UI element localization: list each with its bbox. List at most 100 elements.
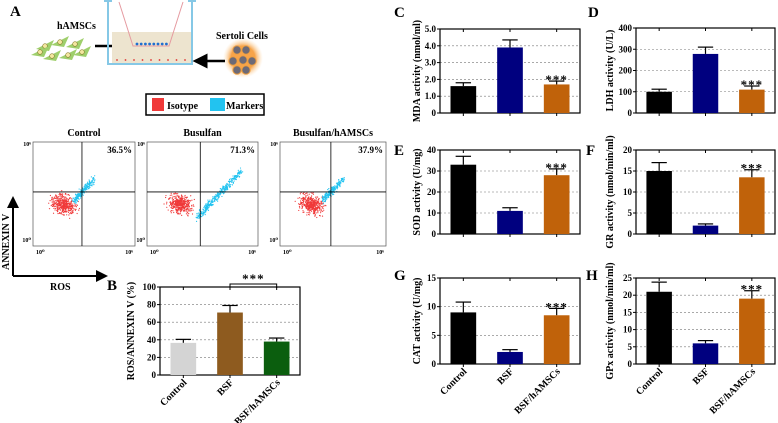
marker-dot xyxy=(329,189,331,192)
marker-dot xyxy=(225,184,227,186)
isotype-dot xyxy=(63,197,65,200)
marker-dot xyxy=(76,200,79,202)
marker-dot xyxy=(75,202,77,204)
y-tick-label: 5 xyxy=(432,330,437,340)
isotype-dot xyxy=(69,208,71,210)
isotype-dot xyxy=(58,203,60,205)
marker-dot xyxy=(209,200,211,202)
isotype-dot xyxy=(190,195,192,197)
marker-dot xyxy=(228,183,230,185)
isotype-dot xyxy=(181,198,183,201)
isotype-dot xyxy=(48,208,51,210)
marker-dot xyxy=(238,175,241,178)
marker-dot xyxy=(79,192,81,195)
marker-dot xyxy=(195,216,197,218)
isotype-dot xyxy=(66,207,68,209)
isotype-dot xyxy=(54,209,56,211)
sertoli-cell xyxy=(232,65,242,75)
isotype-dot xyxy=(170,206,172,209)
isotype-dot xyxy=(308,196,310,198)
marker-dot xyxy=(239,171,241,174)
isotype-dot xyxy=(298,209,300,212)
marker-dot xyxy=(212,199,214,201)
flow-plot: Busulfan 71.3% 10⁶ 10⁰ 10⁰ 10⁶ xyxy=(136,128,259,256)
isotype-dot xyxy=(52,200,54,202)
y-tick-label: 25 xyxy=(623,273,633,283)
isotype-dot xyxy=(175,207,177,209)
medium-fill xyxy=(112,32,192,63)
isotype-dot xyxy=(171,197,173,199)
isotype-dot xyxy=(312,213,315,215)
x-tick-max: 10⁶ xyxy=(248,250,256,256)
isotype-dot xyxy=(55,194,57,196)
y-tick-label: 40 xyxy=(427,145,437,155)
flow-plot-title: Busulfan/hAMSCs xyxy=(293,128,373,139)
legend-swatch-isotype xyxy=(152,98,164,111)
isotype-dot xyxy=(176,203,179,205)
bar xyxy=(646,171,672,234)
marker-dot xyxy=(85,186,87,188)
marker-dot xyxy=(327,189,329,191)
isotype-dot xyxy=(187,202,189,204)
panel-label-g: G xyxy=(394,268,406,284)
isotype-dot xyxy=(183,209,185,211)
marker-dot xyxy=(234,178,236,180)
isotype-dot xyxy=(187,208,189,210)
isotype-dot xyxy=(53,203,55,205)
isotype-dot xyxy=(304,201,307,203)
marker-dot xyxy=(87,185,89,188)
significance-stars: *** xyxy=(545,299,568,314)
panel-label-d: D xyxy=(588,5,599,21)
isotype-dot xyxy=(61,207,63,210)
isotype-dot xyxy=(62,207,65,209)
isotype-dot xyxy=(58,202,60,204)
isotype-dot xyxy=(65,203,67,205)
bar xyxy=(450,164,477,234)
marker-dot xyxy=(222,187,224,189)
isotype-dot xyxy=(185,213,188,215)
isotype-dot xyxy=(173,211,175,214)
quadrant-percent: 71.3% xyxy=(230,145,255,155)
marker-dot xyxy=(332,189,335,191)
marker-dot xyxy=(213,196,215,198)
isotype-dot xyxy=(180,205,182,207)
marker-dot xyxy=(200,216,202,218)
isotype-dot xyxy=(173,196,175,198)
isotype-dot xyxy=(314,199,317,201)
flow-plot: Control 36.5% 10⁶ 10⁰ 10⁰ 10⁶ xyxy=(22,128,136,256)
isotype-dot xyxy=(72,207,74,209)
marker-dot xyxy=(338,183,340,186)
isotype-dot xyxy=(180,201,182,203)
isotype-dot xyxy=(316,203,318,205)
isotype-dot xyxy=(51,199,53,201)
marker-dot xyxy=(240,169,242,171)
isotype-dot xyxy=(310,195,313,197)
marker-dot xyxy=(230,178,232,180)
isotype-dot xyxy=(305,205,307,208)
bottom-cell-dot xyxy=(184,59,186,61)
isotype-dot xyxy=(54,205,56,207)
isotype-dot xyxy=(309,212,311,214)
isotype-dot xyxy=(318,209,320,211)
marker-dot xyxy=(215,196,218,198)
marker-dot xyxy=(91,181,93,184)
bar-chart-b: B 0 20 40 60 80 100 ROS/ANNEXIN V (%) Control BSF… xyxy=(107,271,301,423)
isotype-dot xyxy=(57,212,59,215)
isotype-dot xyxy=(188,201,190,204)
insert-cell-dot xyxy=(160,42,164,46)
isotype-dot xyxy=(57,203,59,205)
isotype-dot xyxy=(189,210,191,212)
isotype-dot xyxy=(179,213,181,215)
isotype-dot xyxy=(183,203,185,205)
marker-dot xyxy=(80,192,82,194)
isotype-dot xyxy=(181,204,184,207)
significance-stars: *** xyxy=(545,160,568,175)
marker-dot xyxy=(223,190,225,192)
isotype-dot xyxy=(313,200,315,202)
isotype-dot xyxy=(167,209,169,211)
isotype-dot xyxy=(69,197,72,199)
isotype-dot xyxy=(52,203,54,205)
isotype-dot xyxy=(185,197,187,199)
isotype-dot xyxy=(175,197,177,199)
